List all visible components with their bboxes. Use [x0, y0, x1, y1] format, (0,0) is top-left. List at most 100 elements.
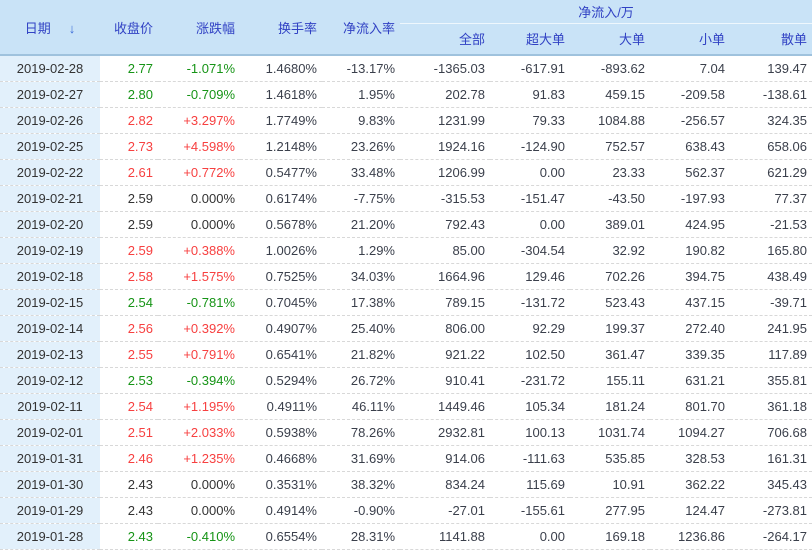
- cell-change: +0.772%: [158, 159, 240, 186]
- cell-turnover: 0.6554%: [240, 523, 322, 550]
- cell-turnover: 0.4668%: [240, 445, 322, 472]
- cell-all: 806.00: [400, 315, 490, 342]
- cell-super-large: -617.91: [490, 55, 570, 82]
- cell-inflow-rate: 25.40%: [322, 315, 400, 342]
- cell-large: -893.62: [570, 55, 650, 82]
- table-row: 2019-02-18 2.58 +1.575% 0.7525% 34.03% 1664.9…: [0, 263, 812, 290]
- cell-super-large: -131.72: [490, 289, 570, 316]
- cell-date: 2019-02-20: [0, 211, 100, 238]
- cell-turnover: 1.2148%: [240, 133, 322, 160]
- column-header-date[interactable]: 日期 ↓: [0, 0, 100, 56]
- table-row: 2019-02-28 2.77 -1.071% 1.4680% -13.17% -1365…: [0, 55, 812, 82]
- cell-retail: 658.06: [730, 133, 812, 160]
- cell-close: 2.56: [100, 315, 158, 342]
- cell-super-large: 115.69: [490, 471, 570, 498]
- cell-close: 2.46: [100, 445, 158, 472]
- table-row: 2019-02-11 2.54 +1.195% 0.4911% 46.11% 1449.4…: [0, 393, 812, 420]
- cell-turnover: 0.5678%: [240, 211, 322, 238]
- cell-retail: 438.49: [730, 263, 812, 290]
- cell-inflow-rate: 46.11%: [322, 393, 400, 420]
- cell-large: 32.92: [570, 237, 650, 264]
- cell-small: 394.75: [650, 263, 730, 290]
- sort-descending-icon[interactable]: ↓: [68, 20, 76, 36]
- cell-super-large: 0.00: [490, 159, 570, 186]
- column-header-small[interactable]: 小单: [650, 23, 730, 56]
- cell-turnover: 1.4618%: [240, 81, 322, 108]
- column-header-turnover[interactable]: 换手率: [240, 0, 322, 56]
- cell-large: 702.26: [570, 263, 650, 290]
- cell-turnover: 0.4914%: [240, 497, 322, 524]
- cell-large: 752.57: [570, 133, 650, 160]
- column-header-retail[interactable]: 散单: [730, 23, 812, 56]
- cell-super-large: -304.54: [490, 237, 570, 264]
- cell-close: 2.54: [100, 393, 158, 420]
- column-header-change[interactable]: 涨跌幅: [158, 0, 240, 56]
- column-header-inflow-rate[interactable]: 净流入率: [322, 0, 400, 56]
- column-header-all[interactable]: 全部: [400, 23, 490, 56]
- cell-date: 2019-02-01: [0, 419, 100, 446]
- cell-turnover: 0.5477%: [240, 159, 322, 186]
- cell-small: -256.57: [650, 107, 730, 134]
- cell-super-large: 105.34: [490, 393, 570, 420]
- table-row: 2019-02-15 2.54 -0.781% 0.7045% 17.38% 789.15…: [0, 289, 812, 316]
- column-header-large[interactable]: 大单: [570, 23, 650, 56]
- cell-inflow-rate: 28.31%: [322, 523, 400, 550]
- cell-inflow-rate: 33.48%: [322, 159, 400, 186]
- table-row: 2019-02-21 2.59 0.000% 0.6174% -7.75% -315.53…: [0, 185, 812, 212]
- cell-change: +1.235%: [158, 445, 240, 472]
- cell-large: 361.47: [570, 341, 650, 368]
- table-row: 2019-02-12 2.53 -0.394% 0.5294% 26.72% 910.41…: [0, 367, 812, 394]
- cell-inflow-rate: 17.38%: [322, 289, 400, 316]
- cell-close: 2.77: [100, 55, 158, 82]
- cell-small: -197.93: [650, 185, 730, 212]
- cell-date: 2019-02-14: [0, 315, 100, 342]
- cell-all: 792.43: [400, 211, 490, 238]
- table-row: 2019-02-26 2.82 +3.297% 1.7749% 9.83% 1231.99…: [0, 107, 812, 134]
- cell-large: 23.33: [570, 159, 650, 186]
- cell-small: 562.37: [650, 159, 730, 186]
- cell-large: 277.95: [570, 497, 650, 524]
- cell-retail: -264.17: [730, 523, 812, 550]
- cell-turnover: 1.4680%: [240, 55, 322, 82]
- cell-large: 535.85: [570, 445, 650, 472]
- cell-small: 437.15: [650, 289, 730, 316]
- table-row: 2019-02-25 2.73 +4.598% 1.2148% 23.26% 1924.1…: [0, 133, 812, 160]
- cell-retail: 706.68: [730, 419, 812, 446]
- cell-all: 85.00: [400, 237, 490, 264]
- column-header-super-large[interactable]: 超大单: [490, 23, 570, 56]
- cell-super-large: 100.13: [490, 419, 570, 446]
- cell-small: 328.53: [650, 445, 730, 472]
- cell-change: -1.071%: [158, 55, 240, 82]
- cell-close: 2.80: [100, 81, 158, 108]
- cell-super-large: 129.46: [490, 263, 570, 290]
- cell-small: 272.40: [650, 315, 730, 342]
- cell-change: -0.410%: [158, 523, 240, 550]
- cell-close: 2.55: [100, 341, 158, 368]
- cell-close: 2.43: [100, 523, 158, 550]
- cell-retail: 77.37: [730, 185, 812, 212]
- cell-date: 2019-02-28: [0, 55, 100, 82]
- cell-retail: 117.89: [730, 341, 812, 368]
- cell-inflow-rate: 38.32%: [322, 471, 400, 498]
- table-row: 2019-02-13 2.55 +0.791% 0.6541% 21.82% 921.22…: [0, 341, 812, 368]
- table-row: 2019-02-22 2.61 +0.772% 0.5477% 33.48% 1206.9…: [0, 159, 812, 186]
- cell-small: 631.21: [650, 367, 730, 394]
- table-row: 2019-01-28 2.43 -0.410% 0.6554% 28.31% 1141.8…: [0, 523, 812, 550]
- cell-large: 523.43: [570, 289, 650, 316]
- cell-change: +0.791%: [158, 341, 240, 368]
- table-row: 2019-01-30 2.43 0.000% 0.3531% 38.32% 834.24 1…: [0, 471, 812, 498]
- cell-all: 921.22: [400, 341, 490, 368]
- cell-retail: 139.47: [730, 55, 812, 82]
- cell-change: +3.297%: [158, 107, 240, 134]
- cell-super-large: 92.29: [490, 315, 570, 342]
- cell-all: 1206.99: [400, 159, 490, 186]
- cell-close: 2.51: [100, 419, 158, 446]
- column-header-close[interactable]: 收盘价: [100, 0, 158, 56]
- cell-date: 2019-02-11: [0, 393, 100, 420]
- cell-small: 801.70: [650, 393, 730, 420]
- cell-large: 169.18: [570, 523, 650, 550]
- cell-all: 914.06: [400, 445, 490, 472]
- cell-all: 910.41: [400, 367, 490, 394]
- cell-turnover: 0.6541%: [240, 341, 322, 368]
